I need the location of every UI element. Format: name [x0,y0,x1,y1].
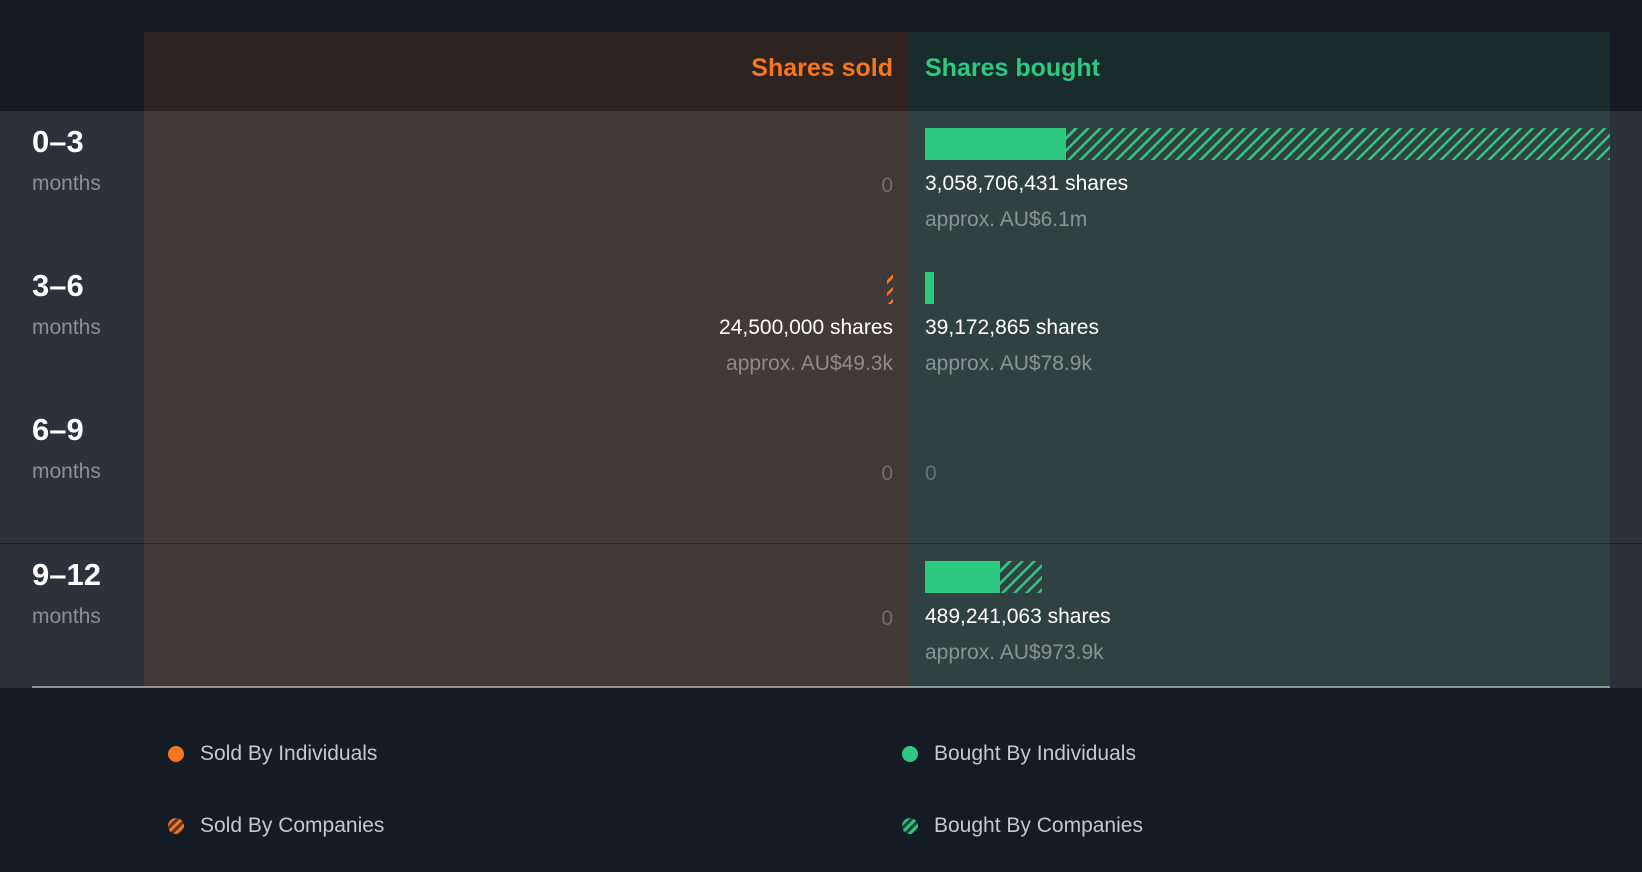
sold-panel [144,32,909,687]
bought-bar[interactable] [925,272,934,304]
bought-bar[interactable] [925,128,1610,160]
bought-shares: 3,058,706,431 shares [925,172,1129,195]
row-divider [0,255,1642,399]
row-divider [0,399,1642,543]
period-label: 6–9 [32,412,84,447]
chart-baseline [32,686,1610,688]
bought-approx-value: approx. AU$6.1m [925,208,1088,231]
legend-bought-individuals[interactable]: Bought By Individuals [902,742,1136,766]
legend-bought-companies[interactable]: Bought By Companies [902,814,1143,838]
period-label: 9–12 [32,557,101,592]
legend-label: Bought By Companies [934,814,1143,837]
sold-zero-value: 0 [881,174,893,197]
period-row-3-6: 3–6 months 24,500,000 shares approx. AU$… [0,256,1642,400]
legend-sold-individuals[interactable]: Sold By Individuals [168,742,377,766]
bought-individuals-segment [925,128,1066,160]
bought-cell: 0 [925,400,1610,544]
shares-sold-header: Shares sold [751,54,893,82]
period-unit: months [32,316,101,339]
green-dot-icon [902,746,918,762]
sold-shares: 24,500,000 shares [719,316,893,339]
sold-approx-value: approx. AU$49.3k [726,352,893,375]
sold-bar[interactable] [887,272,893,304]
period-row-9-12: 9–12 months 0 489,241,063 shares approx.… [0,545,1642,689]
bought-cell: 39,172,865 shares approx. AU$78.9k [925,256,1610,400]
shares-bought-header: Shares bought [925,54,1101,82]
bought-cell: 489,241,063 shares approx. AU$973.9k [925,545,1610,689]
period-row-0-3: 0–3 months 0 3,058,706,431 shares approx… [0,112,1642,256]
bought-companies-segment [1066,128,1610,160]
bought-companies-segment [1000,561,1042,593]
sold-cell: 0 [193,545,893,689]
sold-cell: 0 [193,400,893,544]
bought-approx-value: approx. AU$78.9k [925,352,1092,375]
sold-zero-value: 0 [881,607,893,630]
row-divider [0,544,1642,688]
period-unit: months [32,460,101,483]
green-hatched-dot-icon [902,818,918,834]
sold-cell: 0 [193,112,893,256]
bought-individuals-segment [925,561,1000,593]
legend-label: Sold By Individuals [200,742,378,765]
period-row-6-9: 6–9 months 0 0 [0,400,1642,544]
period-unit: months [32,172,101,195]
legend-sold-companies[interactable]: Sold By Companies [168,814,384,838]
orange-hatched-dot-icon [168,818,184,834]
legend-label: Sold By Companies [200,814,385,837]
period-label: 0–3 [32,124,84,159]
legend-label: Bought By Individuals [934,742,1136,765]
sold-zero-value: 0 [881,462,893,485]
sold-companies-segment [887,272,893,304]
orange-dot-icon [168,746,184,762]
bought-shares: 489,241,063 shares [925,605,1111,628]
bought-approx-value: approx. AU$973.9k [925,641,1104,664]
bought-bar[interactable] [925,561,1042,593]
bought-individuals-segment [925,272,934,304]
period-unit: months [32,605,101,628]
bought-zero-value: 0 [925,462,937,485]
bought-cell: 3,058,706,431 shares approx. AU$6.1m [925,112,1610,256]
sold-cell: 24,500,000 shares approx. AU$49.3k [193,256,893,400]
period-label: 3–6 [32,268,84,303]
bought-shares: 39,172,865 shares [925,316,1099,339]
